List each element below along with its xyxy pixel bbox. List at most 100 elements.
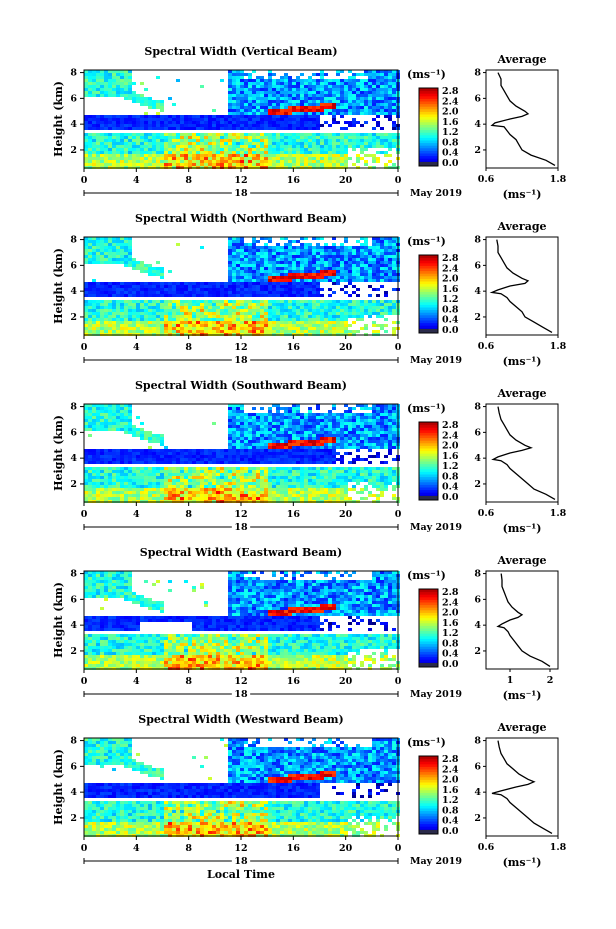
colorbar-tick-label: 2.8: [442, 86, 459, 97]
x-tick-label: 12: [234, 843, 247, 854]
x-tick-label: 8: [185, 509, 192, 520]
average-panel: Average 2 4 6 8 1 2 (ms⁻¹): [474, 554, 559, 702]
average-title: Average: [496, 554, 546, 567]
average-x-tick-label: 0.6: [478, 842, 495, 853]
average-y-tick-label: 2: [474, 813, 481, 824]
average-panel: Average 2 4 6 8 0.6 1.8 (ms⁻¹): [474, 721, 566, 869]
average-unit: (ms⁻¹): [503, 188, 542, 201]
average-profile-line: [491, 406, 556, 500]
average-y-tick-label: 4: [474, 286, 481, 297]
x-tick-label: 20: [339, 175, 353, 186]
y-tick-label: 4: [70, 119, 77, 130]
heatmap-cells: [84, 404, 400, 503]
x-tick-label: 16: [287, 843, 301, 854]
colorbar: 0.00.40.81.21.62.02.42.8: [418, 420, 459, 503]
average-frame: [485, 403, 559, 503]
panel-5: Spectral Width (Westward Beam) 2 4 6 8 Height…: [52, 713, 567, 881]
day-label: 18: [234, 188, 248, 199]
colorbar-tick-label: 0.0: [442, 325, 459, 336]
colorbar-tick-label: 2.0: [442, 441, 459, 452]
average-title: Average: [496, 53, 546, 66]
month-label: May 2019: [410, 689, 462, 700]
x-tick-label: 12: [234, 342, 247, 353]
x-tick-label: 4: [133, 175, 140, 186]
y-tick-label: 4: [70, 286, 77, 297]
y-tick-label: 6: [70, 93, 77, 104]
heatmap-cells: [84, 738, 400, 837]
y-tick-label: 2: [70, 646, 77, 657]
average-title: Average: [496, 220, 546, 233]
average-profile-line: [491, 740, 553, 834]
x-tick-label: 0: [81, 843, 88, 854]
colorbar-tick-label: 1.6: [442, 618, 459, 629]
x-tick-label: 0: [81, 175, 88, 186]
colorbar: 0.00.40.81.21.62.02.42.8: [418, 253, 459, 336]
x-tick-label: 12: [234, 175, 247, 186]
colorbar-unit: (ms⁻¹): [407, 402, 446, 415]
panel-title: Spectral Width (Westward Beam): [138, 713, 343, 726]
panel-title: Spectral Width (Northward Beam): [135, 212, 347, 225]
colorbar-tick-label: 2.0: [442, 608, 459, 619]
average-unit: (ms⁻¹): [503, 856, 542, 869]
average-profile-line: [489, 239, 553, 333]
x-tick-label: 0: [395, 676, 402, 687]
average-y-tick-label: 6: [474, 93, 481, 104]
colorbar: 0.00.40.81.21.62.02.42.8: [418, 754, 459, 837]
average-panel: Average 2 4 6 8 0.6 1.8 (ms⁻¹): [474, 220, 566, 368]
x-tick-label: 8: [185, 843, 192, 854]
average-x-tick-label: 0.6: [478, 341, 495, 352]
average-y-tick-label: 6: [474, 594, 481, 605]
average-y-tick-label: 4: [474, 453, 481, 464]
colorbar-tick-label: 1.6: [442, 451, 459, 462]
average-profile-line: [490, 72, 556, 166]
y-axis-label: Height (km): [52, 582, 65, 658]
panel-1: Spectral Width (Vertical Beam) 2 4 6 8 Height…: [52, 45, 567, 201]
y-tick-label: 2: [70, 479, 77, 490]
x-tick-label: 8: [185, 175, 192, 186]
colorbar-tick-label: 2.0: [442, 775, 459, 786]
average-y-tick-label: 4: [474, 119, 481, 130]
colorbar-tick-label: 1.2: [442, 127, 459, 138]
average-y-tick-label: 4: [474, 787, 481, 798]
x-tick-label: 20: [339, 342, 353, 353]
average-unit: (ms⁻¹): [503, 355, 542, 368]
panel-title: Spectral Width (Vertical Beam): [144, 45, 337, 58]
y-tick-label: 8: [70, 68, 77, 79]
month-label: May 2019: [410, 355, 462, 366]
average-y-tick-label: 8: [474, 569, 481, 580]
month-label: May 2019: [410, 522, 462, 533]
colorbar-unit: (ms⁻¹): [407, 68, 446, 81]
panel-title: Spectral Width (Southward Beam): [135, 379, 347, 392]
colorbar-tick-label: 2.4: [442, 597, 459, 608]
colorbar-tick-label: 1.6: [442, 117, 459, 128]
month-label: May 2019: [410, 856, 462, 867]
x-tick-label: 8: [185, 676, 192, 687]
month-label: May 2019: [410, 188, 462, 199]
average-x-tick-label: 2: [547, 675, 554, 686]
y-tick-label: 4: [70, 453, 77, 464]
x-tick-label: 0: [81, 342, 88, 353]
x-axis-label: Local Time: [207, 868, 275, 881]
y-tick-label: 6: [70, 260, 77, 271]
colorbar-tick-label: 0.4: [442, 482, 459, 493]
colorbar-tick-label: 0.4: [442, 649, 459, 660]
y-tick-label: 8: [70, 235, 77, 246]
average-frame: [485, 570, 559, 670]
average-unit: (ms⁻¹): [503, 689, 542, 702]
y-axis-label: Height (km): [52, 415, 65, 491]
x-tick-label: 0: [81, 509, 88, 520]
colorbar-tick-label: 2.8: [442, 420, 459, 431]
x-tick-label: 0: [395, 342, 402, 353]
average-y-tick-label: 2: [474, 479, 481, 490]
colorbar-unit: (ms⁻¹): [407, 569, 446, 582]
average-profile-line: [496, 573, 551, 667]
colorbar-tick-label: 0.0: [442, 492, 459, 503]
y-axis-label: Height (km): [52, 81, 65, 157]
y-tick-label: 8: [70, 402, 77, 413]
day-label: 18: [234, 689, 248, 700]
heatmap-cells: [84, 571, 400, 670]
x-tick-label: 20: [339, 509, 353, 520]
average-frame: [485, 737, 559, 837]
x-tick-label: 0: [395, 843, 402, 854]
